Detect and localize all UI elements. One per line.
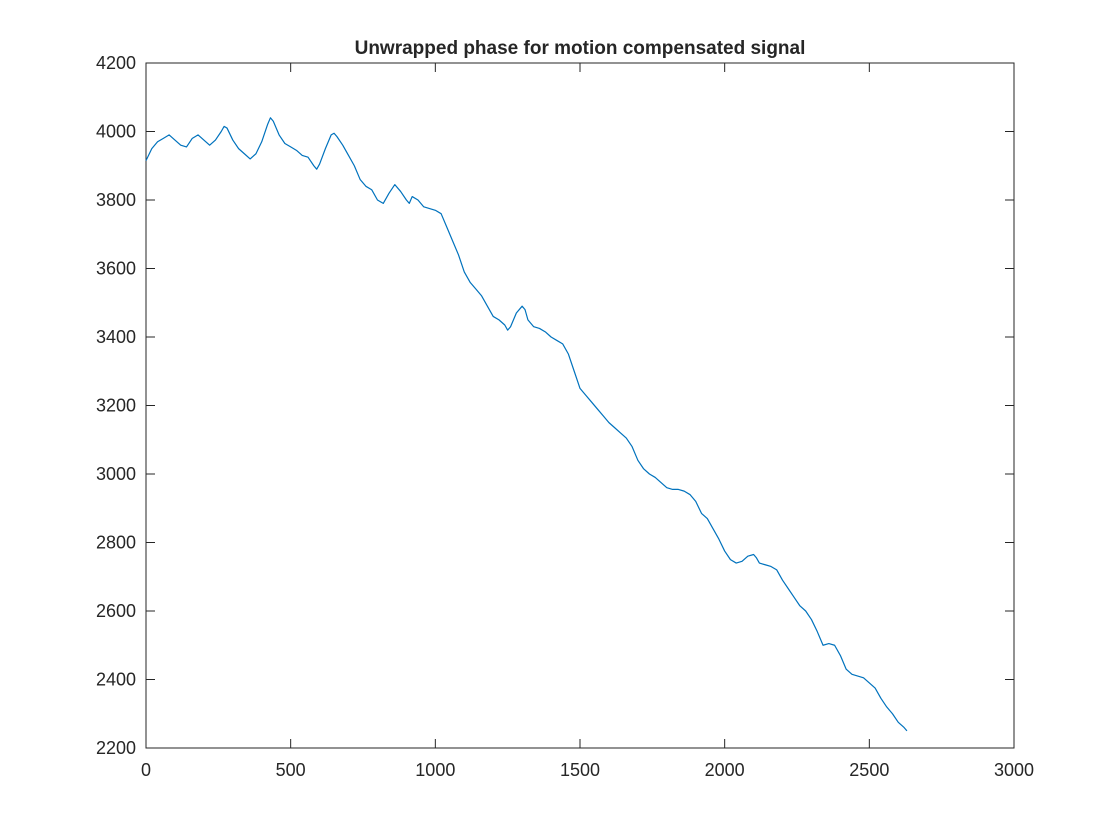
- x-tick-label: 1500: [560, 760, 600, 780]
- y-tick-label: 3000: [96, 464, 136, 484]
- y-tick-label: 2600: [96, 601, 136, 621]
- y-tick-label: 4200: [96, 53, 136, 73]
- x-axis: 0 500 1000 1500 2000 2500 3000: [141, 63, 1034, 780]
- series-line: [145, 117, 908, 732]
- x-tick-label: 3000: [994, 760, 1034, 780]
- x-tick-label: 2000: [705, 760, 745, 780]
- x-tick-label: 500: [276, 760, 306, 780]
- series-layer: [145, 117, 908, 732]
- y-tick-label: 2400: [96, 670, 136, 690]
- chart-title: Unwrapped phase for motion compensated s…: [355, 38, 806, 59]
- axes-box: [145, 62, 1015, 749]
- y-tick-label: 3400: [96, 327, 136, 347]
- x-tick-label: 0: [141, 760, 151, 780]
- y-tick-label: 2200: [96, 738, 136, 758]
- y-tick-label: 2800: [96, 533, 136, 553]
- y-tick-label: 3200: [96, 396, 136, 416]
- y-tick-label: 3600: [96, 259, 136, 279]
- y-tick-label: 3800: [96, 190, 136, 210]
- x-tick-label: 2500: [849, 760, 889, 780]
- x-tick-label: 1000: [415, 760, 455, 780]
- y-axis: 2200 2400 2600 2800 3000 3200 3400 3600 3800 4000…: [96, 53, 1014, 758]
- plot-area: [145, 62, 1015, 749]
- y-tick-label: 4000: [96, 122, 136, 142]
